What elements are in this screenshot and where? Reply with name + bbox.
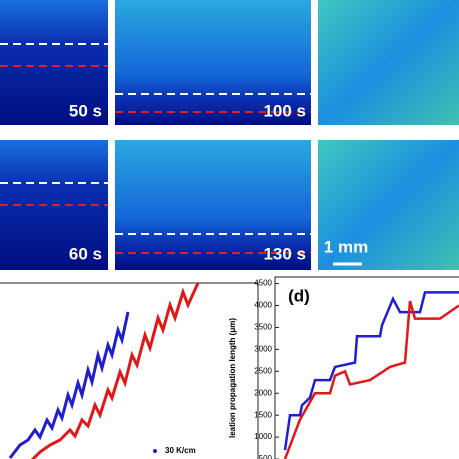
y-tick-label: 2000	[254, 388, 272, 397]
y-tick-label: 1000	[254, 432, 272, 441]
annotations: 30 K/cm 500 1000 1500 2000 2500 3000 3500 4000 45…	[153, 279, 279, 459]
chart-right	[283, 291, 459, 459]
legend-label: 30 K/cm	[165, 446, 196, 455]
micrograph	[318, 140, 459, 270]
series-line	[283, 300, 459, 459]
panel-title: (d)	[288, 286, 310, 305]
y-tick-label: 4500	[254, 279, 272, 288]
series-line	[30, 283, 200, 459]
y-tick-label: 3000	[254, 344, 272, 353]
y-tick-label: 500	[259, 454, 273, 459]
panel-label: 50 s	[69, 101, 102, 120]
scale-bar-label: 1 mm	[324, 237, 368, 256]
front-markers	[0, 43, 311, 254]
series-line	[8, 311, 130, 459]
micrograph	[115, 0, 311, 125]
legend-marker	[153, 449, 157, 453]
y-tick-label: 1500	[254, 410, 272, 419]
chart-left	[8, 283, 200, 459]
panel-label: 100 s	[263, 101, 306, 120]
series-line	[283, 291, 459, 451]
micrograph	[115, 140, 311, 270]
micrograph	[0, 0, 108, 125]
micrograph	[318, 0, 459, 125]
y-tick-label: 3500	[254, 323, 272, 332]
panel-label: 60 s	[69, 244, 102, 263]
axis-frame	[0, 282, 259, 459]
y-tick-label: 2500	[254, 366, 272, 375]
axis-frame	[274, 276, 459, 459]
y-axis-label: leation propagation length (μm)	[228, 318, 237, 438]
y-tick-label: 4000	[254, 301, 272, 310]
panel-label: 130 s	[263, 244, 306, 263]
